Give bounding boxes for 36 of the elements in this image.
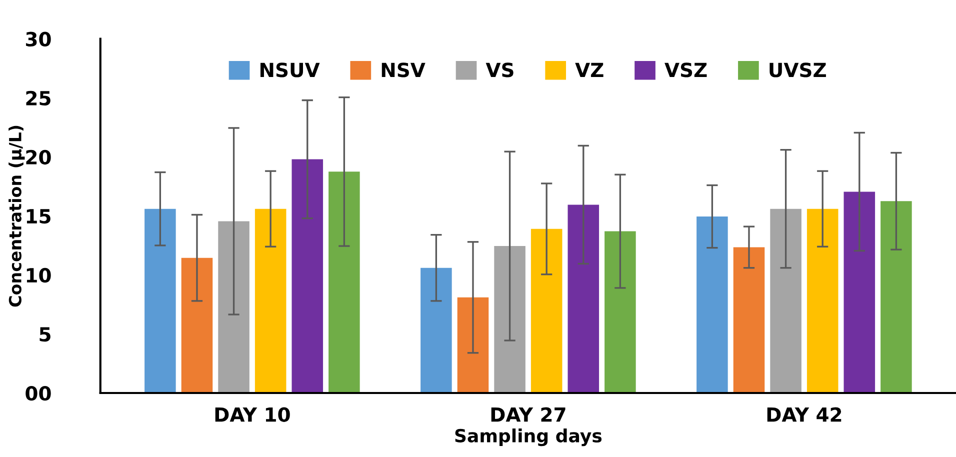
y-tick-label: 25 (26, 90, 50, 106)
y-tick-label: 30 (26, 32, 51, 47)
bar (292, 159, 324, 394)
legend-label: UVSZ (770, 62, 826, 78)
bar (328, 172, 360, 394)
y-tick-label: 15 (26, 209, 50, 224)
bar (254, 208, 286, 394)
legend-label: VS (486, 62, 514, 78)
bar (420, 268, 452, 394)
bar (604, 231, 636, 394)
y-tick-label: 20 (26, 150, 51, 165)
y-tick-label: 00 (26, 386, 51, 401)
bar (880, 201, 912, 394)
bar (770, 208, 802, 394)
x-tick-label: DAY 10 (215, 407, 290, 422)
y-tick-label: 10 (26, 268, 51, 283)
x-axis-title: Sampling days (455, 428, 602, 446)
legend-label: VSZ (664, 62, 707, 78)
y-tick-label: 5 (40, 327, 50, 342)
bar (696, 216, 728, 394)
bar (494, 246, 526, 394)
legend-label: NSUV (260, 62, 320, 78)
bar (218, 221, 250, 394)
x-tick-label: DAY 27 (491, 407, 566, 422)
legend-label: VZ (575, 62, 604, 78)
bar (144, 208, 176, 394)
bar (844, 192, 876, 394)
bar (530, 228, 562, 394)
y-axis-title: Concentration (μ/L) (8, 126, 25, 307)
bar (806, 208, 838, 394)
bar (181, 258, 213, 394)
x-tick-label: DAY 42 (767, 407, 842, 422)
bar (568, 204, 600, 394)
bar (457, 297, 489, 394)
bar (733, 247, 765, 394)
legend-label: NSV (382, 62, 426, 78)
